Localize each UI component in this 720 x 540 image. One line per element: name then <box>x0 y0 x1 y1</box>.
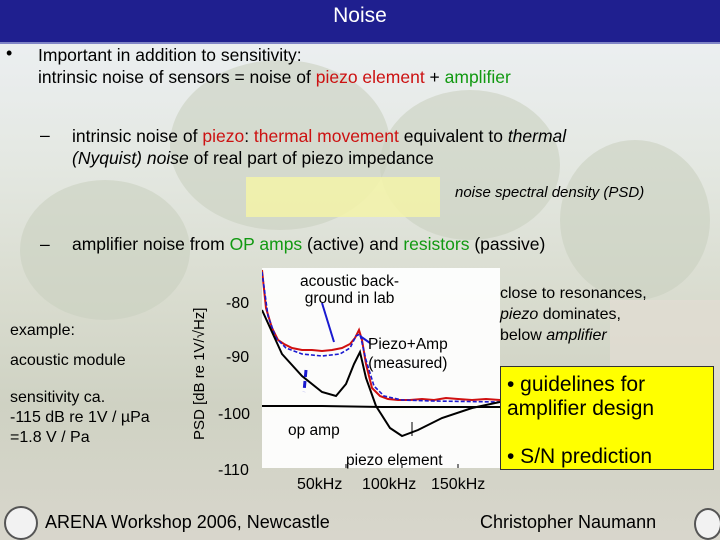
sn-prediction-text: • S/N prediction <box>507 445 653 468</box>
ytick-label: -100 <box>218 406 251 423</box>
right-note-below: below <box>500 327 547 344</box>
guidelines-line1: • guidelines for <box>507 373 646 396</box>
text-op-amps: OP amps <box>229 234 303 254</box>
text-thermal: thermal <box>507 126 567 146</box>
series-op-amp <box>262 405 500 408</box>
formula-image <box>246 177 440 217</box>
bullet-marker: • <box>6 43 13 63</box>
xtick-label: 100kHz <box>362 476 417 493</box>
text-piezo: piezo <box>202 126 245 146</box>
bullet-important: Important in addition to sensitivity: in… <box>38 44 511 88</box>
text-thermal-movement: thermal movement <box>253 126 399 146</box>
sensitivity-text: sensitivity ca. -115 dB re 1V / µPa =1.8… <box>10 388 150 448</box>
bullet-important-line1: Important in addition to sensitivity: <box>38 45 302 65</box>
text-active: (active) and <box>302 234 404 254</box>
dash-marker: – <box>40 125 50 145</box>
text-amplifier: amplifier <box>444 67 511 87</box>
annotation-acoustic: acoustic back- ground in lab <box>300 273 399 307</box>
sensitivity-line2: -115 dB re 1V / µPa <box>10 409 150 426</box>
text-passive: (passive) <box>469 234 546 254</box>
annotation-piezo-amp-line1: Piezo+Amp <box>368 336 448 353</box>
text-colon: : <box>244 126 254 146</box>
text-real-part: of real part of piezo impedance <box>188 148 434 168</box>
annotation-acoustic-line2: ground in lab <box>304 290 395 307</box>
psd-chart <box>262 268 500 468</box>
series-measured <box>262 269 500 402</box>
title-bar: Noise <box>0 0 720 44</box>
text-amp-noise: amplifier noise from <box>72 234 230 254</box>
annotation-acoustic-line1: acoustic back- <box>300 273 400 290</box>
ytick-label: -90 <box>226 349 250 366</box>
annotation-arrow <box>359 335 371 344</box>
text-plus: + <box>424 67 445 87</box>
xtick-label: 50kHz <box>297 476 343 493</box>
text-piezo-element: piezo element <box>315 67 425 87</box>
annotation-op-amp: op amp <box>288 422 340 439</box>
text-resistors: resistors <box>403 234 470 254</box>
example-label: example: <box>10 322 75 339</box>
ytick-label: -110 <box>218 462 249 479</box>
sub-bullet-piezo-noise: intrinsic noise of piezo: thermal moveme… <box>72 125 566 169</box>
crest-logo <box>694 508 720 540</box>
right-note-piezo: piezo <box>500 306 539 323</box>
annotation-arrow <box>321 302 335 343</box>
guidelines-line2: amplifier design <box>507 397 655 420</box>
module-label: acoustic module <box>10 352 126 369</box>
text-nyquist: (Nyquist) noise <box>72 148 189 168</box>
sensitivity-line3: =1.8 V / Pa <box>10 429 90 446</box>
guidelines-text: • guidelines for amplifier design <box>507 373 654 421</box>
annotation-piezo-amp-line2: (measured) <box>368 355 448 372</box>
annotation-piezo-element: piezo element <box>346 452 443 469</box>
sub-bullet-amplifier-noise: amplifier noise from OP amps (active) an… <box>72 234 545 255</box>
ytick-label: -80 <box>226 295 250 312</box>
right-note-amplifier: amplifier <box>546 327 607 344</box>
text-a: intrinsic noise of <box>72 126 203 146</box>
footer-right: Christopher Naumann <box>480 512 657 532</box>
highlight-box: • guidelines for amplifier design • S/N … <box>500 366 714 470</box>
annotation-arrow <box>302 369 308 393</box>
chart-plot-area <box>262 268 500 468</box>
text-intrinsic-noise: intrinsic noise of sensors = noise of <box>38 67 316 87</box>
text-equivalent: equivalent to <box>398 126 508 146</box>
slide-title: Noise <box>333 4 387 27</box>
annotation-piezo-amp: Piezo+Amp (measured) <box>368 335 448 373</box>
dash-marker-2: – <box>40 234 50 254</box>
sensitivity-line1: sensitivity ca. <box>10 389 106 406</box>
psd-label: noise spectral density (PSD) <box>455 184 645 201</box>
series-piezo-element <box>262 309 500 438</box>
series-model <box>262 271 500 403</box>
right-note: close to resonances, piezo dominates, be… <box>500 283 647 346</box>
xtick-label: 150kHz <box>431 476 486 493</box>
university-seal-logo <box>4 506 38 540</box>
chart-ylabel: PSD [dB re 1V/√Hz] <box>191 307 208 440</box>
footer-left: ARENA Workshop 2006, Newcastle <box>45 512 330 532</box>
right-note-line1: close to resonances, <box>500 285 647 302</box>
right-note-dominates: dominates, <box>538 306 621 323</box>
